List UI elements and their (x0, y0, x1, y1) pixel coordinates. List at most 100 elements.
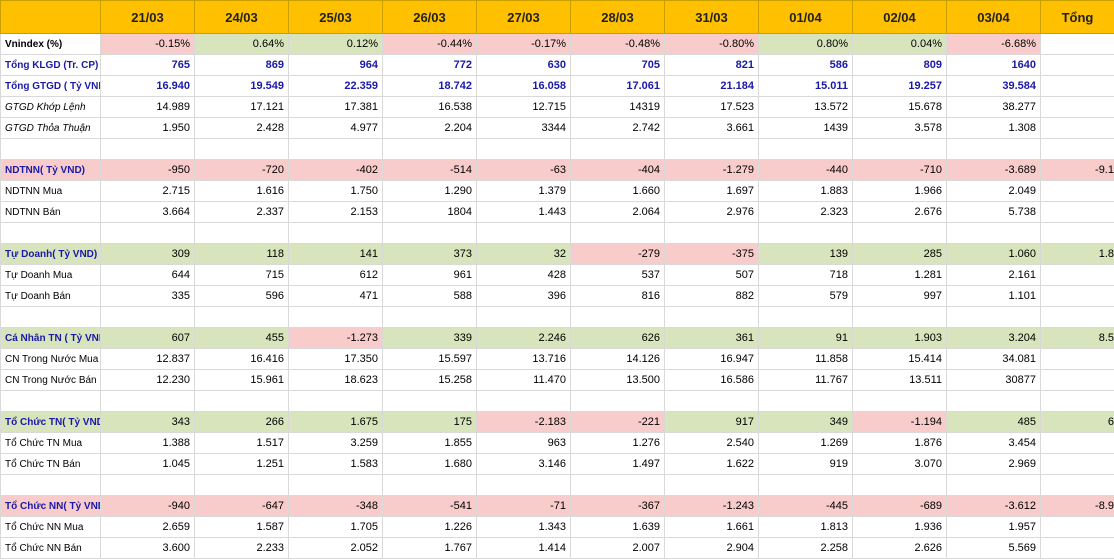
row-label: Tổ Chức NN( Tỷ VND) (0, 495, 101, 517)
value-cell: 339 (382, 327, 477, 349)
empty-cell (1040, 306, 1114, 328)
value-cell: 1.750 (288, 180, 383, 202)
header-cell: 26/03 (382, 0, 477, 34)
value-cell: 869 (194, 54, 289, 76)
value-cell: 1.251 (194, 453, 289, 475)
empty-cell (382, 474, 477, 496)
value-cell: -0.80% (664, 33, 759, 55)
data-row: CN Trong Nước Mua 12.837 16.416 17.350 15.59… (0, 348, 1114, 370)
header-cell: 24/03 (194, 0, 289, 34)
row-label: Vnindex (%) (0, 33, 101, 55)
data-row: Tự Doanh Mua 644 715 612 961 428 537 507 718 1.28… (0, 264, 1114, 286)
empty-cell (1040, 54, 1114, 76)
empty-cell (194, 390, 289, 412)
value-cell: 12.837 (100, 348, 195, 370)
value-cell: 15.011 (758, 75, 853, 97)
value-cell: 1.443 (476, 201, 571, 223)
header-cell: 03/04 (946, 0, 1041, 34)
empty-cell (1040, 348, 1114, 370)
value-cell: -402 (288, 159, 383, 181)
value-cell: 1.379 (476, 180, 571, 202)
value-cell: 396 (476, 285, 571, 307)
value-cell: 1.660 (570, 180, 665, 202)
empty-cell (758, 222, 853, 244)
value-cell: 16.947 (664, 348, 759, 370)
empty-cell (852, 306, 947, 328)
empty-cell (1040, 264, 1114, 286)
value-cell: -1.273 (288, 327, 383, 349)
value-cell: -689 (852, 495, 947, 517)
value-cell: 2.428 (194, 117, 289, 139)
value-cell: -3.612 (946, 495, 1041, 517)
row-label: Tổng GTGD ( Tỷ VND) (0, 75, 101, 97)
value-cell: 349 (758, 411, 853, 433)
value-cell: 2.969 (946, 453, 1041, 475)
value-cell: 3.146 (476, 453, 571, 475)
value-cell: -348 (288, 495, 383, 517)
empty-cell (1040, 474, 1114, 496)
value-cell: -375 (664, 243, 759, 265)
empty-cell (476, 390, 571, 412)
empty-cell (1040, 117, 1114, 139)
empty-cell (664, 390, 759, 412)
value-cell: 0.64% (194, 33, 289, 55)
empty-cell (852, 138, 947, 160)
empty-cell (0, 390, 101, 412)
empty-cell (1040, 369, 1114, 391)
value-cell: 485 (946, 411, 1041, 433)
value-cell: -720 (194, 159, 289, 181)
value-cell: 507 (664, 264, 759, 286)
value-cell: 2.540 (664, 432, 759, 454)
value-cell: 13.500 (570, 369, 665, 391)
empty-cell (758, 306, 853, 328)
empty-cell (1040, 516, 1114, 538)
value-cell: 3344 (476, 117, 571, 139)
value-cell: 705 (570, 54, 665, 76)
header-row: 21/03 24/03 25/03 26/03 27/03 28/03 31/03 01/04… (0, 0, 1114, 34)
value-cell: 0.80% (758, 33, 853, 55)
value-cell: 1.767 (382, 537, 477, 559)
value-cell: 1.308 (946, 117, 1041, 139)
empty-cell (0, 306, 101, 328)
value-cell: 22.359 (288, 75, 383, 97)
value-cell: 4.977 (288, 117, 383, 139)
value-cell: 455 (194, 327, 289, 349)
value-cell: -1.194 (852, 411, 947, 433)
value-cell: 11.470 (476, 369, 571, 391)
row-label: GTGD Thỏa Thuận (0, 117, 101, 139)
value-cell: 266 (194, 411, 289, 433)
empty-cell (570, 222, 665, 244)
value-cell: 34.081 (946, 348, 1041, 370)
empty-cell (570, 138, 665, 160)
row-label: NDTNN Bán (0, 201, 101, 223)
empty-cell (194, 474, 289, 496)
value-cell: -3.689 (946, 159, 1041, 181)
value-cell: 1.276 (570, 432, 665, 454)
empty-cell (946, 390, 1041, 412)
value-cell: 18.742 (382, 75, 477, 97)
value-cell: -63 (476, 159, 571, 181)
data-row: Tổng GTGD ( Tỷ VND) 16.940 19.549 22.359 18.… (0, 75, 1114, 97)
value-cell: 1.876 (852, 432, 947, 454)
row-label: Tổ Chức TN Mua (0, 432, 101, 454)
value-cell: 1.903 (852, 327, 947, 349)
empty-cell (100, 306, 195, 328)
value-cell: -2.183 (476, 411, 571, 433)
empty-cell (0, 222, 101, 244)
empty-cell (476, 474, 571, 496)
value-cell: 3.661 (664, 117, 759, 139)
value-cell: 1.583 (288, 453, 383, 475)
data-row: GTGD Khớp Lệnh 14.989 17.121 17.381 16.538 12… (0, 96, 1114, 118)
empty-cell (1040, 96, 1114, 118)
value-cell: -940 (100, 495, 195, 517)
empty-cell (758, 474, 853, 496)
value-cell: -279 (570, 243, 665, 265)
data-row: Vnindex (%) -0.15% 0.64% 0.12% -0.44% -0.17% -… (0, 33, 1114, 55)
empty-cell (570, 306, 665, 328)
value-cell: 1.517 (194, 432, 289, 454)
empty-cell (100, 222, 195, 244)
value-cell: 964 (288, 54, 383, 76)
value-cell: 38.277 (946, 96, 1041, 118)
value-cell: 2.007 (570, 537, 665, 559)
